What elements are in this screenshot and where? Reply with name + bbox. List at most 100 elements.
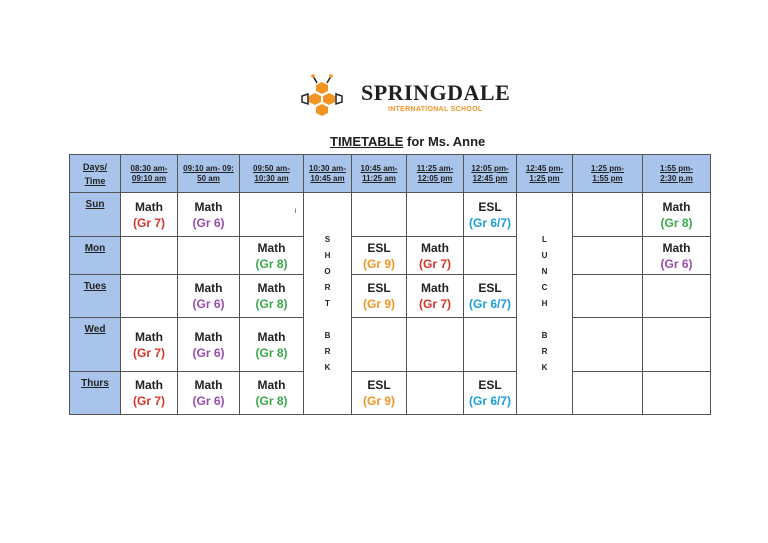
lesson-grade: (Gr 8) — [255, 297, 288, 311]
empty-cell — [642, 274, 711, 318]
lesson-cell: Math (Gr 7) — [406, 274, 464, 318]
time-line2: 10:45 am — [310, 173, 345, 183]
time-line1: 08:30 am- — [130, 163, 168, 173]
day-label: Sun — [69, 192, 121, 237]
time-line1: 10:45 am- — [360, 163, 398, 173]
break-letter — [304, 312, 351, 328]
break-letter: K — [324, 362, 331, 372]
lesson: Math (Gr 8) — [240, 240, 303, 272]
lesson-subject: Math — [257, 281, 286, 295]
empty-cell — [642, 317, 711, 372]
break-letter: L — [542, 234, 547, 244]
empty-cell — [463, 317, 517, 372]
lesson-grade: (Gr 6) — [192, 394, 225, 408]
time-line2: 12:05 pm — [417, 173, 453, 183]
lesson: Math (Gr 7) — [121, 329, 177, 361]
time-header: 09:10 am- 09: 50 am — [177, 154, 240, 193]
empty-cell — [572, 192, 643, 237]
bee-logo-icon — [301, 74, 343, 116]
lesson-subject: Math — [257, 240, 286, 255]
lesson-subject: ESL — [478, 281, 502, 295]
empty-cell — [572, 371, 643, 415]
lesson-grade: (Gr 7) — [132, 394, 165, 408]
lesson-cell: Math (Gr 7) — [120, 371, 178, 415]
time-line1: 12:45 pm- — [525, 163, 564, 173]
lesson-subject: Math — [257, 378, 286, 392]
break-letter: U — [541, 250, 548, 260]
time-header: 10:45 am- 11:25 am — [351, 154, 407, 193]
empty-cell — [351, 317, 407, 372]
day-row: Mon Math (Gr 8) ESL (Gr 9) Math (Gr 7) Math (Gr … — [69, 236, 711, 275]
empty-cell — [120, 274, 178, 318]
corner-line1: Days/ — [82, 161, 108, 172]
time-line1: 09:50 am- — [253, 163, 290, 173]
empty-cell — [406, 371, 464, 415]
time-line1: 10:30 am- — [309, 163, 346, 173]
lesson-cell: ESL (Gr 6/7) — [463, 371, 517, 415]
break-letter: B — [541, 330, 548, 340]
lesson-subject: Math — [135, 199, 163, 214]
time-line2: 11:25 am — [362, 173, 396, 183]
empty-cell — [572, 317, 643, 372]
lesson-cell: Math (Gr 6) — [177, 317, 240, 372]
time-line2: 12:45 pm — [472, 173, 508, 183]
break-letter: B — [324, 330, 331, 340]
break-letter: R — [324, 282, 331, 292]
empty-cell: ı — [239, 192, 304, 237]
time-line2: 09:10 am — [131, 173, 167, 183]
lesson-subject: ESL — [367, 378, 391, 392]
lesson: Math (Gr 7) — [121, 377, 177, 409]
break-letter: R — [324, 346, 331, 356]
lesson: Math (Gr 7) — [407, 240, 463, 272]
lesson-grade: (Gr 9) — [362, 297, 395, 311]
lesson-grade: (Gr 8) — [255, 345, 288, 360]
lesson-grade: (Gr 6/7) — [468, 215, 511, 230]
lesson: Math (Gr 7) — [121, 199, 177, 231]
empty-cell — [406, 317, 464, 372]
lesson-subject: ESL — [367, 281, 391, 295]
time-line2: 10:30 am — [254, 173, 289, 183]
lesson-subject: Math — [135, 378, 163, 392]
lesson-subject: ESL — [478, 378, 502, 392]
lesson-cell: ESL (Gr 9) — [351, 236, 407, 275]
lesson-subject: Math — [194, 281, 223, 295]
lesson: Math (Gr 6) — [178, 377, 239, 409]
lesson: Math (Gr 7) — [407, 280, 463, 312]
lesson-subject: Math — [194, 378, 223, 392]
day-row: Tues Math (Gr 6) Math (Gr 8) ESL (Gr 9) Math (Gr… — [69, 274, 711, 318]
lesson-cell: ESL (Gr 9) — [351, 274, 407, 318]
time-line2: 1:55 pm — [592, 173, 623, 183]
corner-line2: Time — [84, 175, 106, 186]
lesson-cell: Math (Gr 8) — [239, 274, 304, 318]
empty-cell — [463, 236, 517, 275]
break-letter — [517, 312, 572, 328]
lesson: Math (Gr 6) — [178, 329, 239, 361]
lesson-cell: Math (Gr 7) — [120, 192, 178, 237]
time-header: 12:45 pm- 1:25 pm — [516, 154, 573, 193]
lesson-grade: (Gr 6) — [660, 256, 693, 271]
break-letter: S — [324, 234, 331, 244]
lesson-grade: (Gr 6/7) — [468, 297, 511, 311]
lesson-grade: (Gr 7) — [418, 256, 451, 271]
lesson-subject: ESL — [367, 240, 391, 255]
time-line2: 50 am — [197, 173, 220, 183]
lesson-cell: Math (Gr 6) — [642, 236, 711, 275]
lesson: ESL (Gr 9) — [352, 377, 406, 409]
lesson-subject: Math — [194, 199, 223, 214]
lesson: ESL (Gr 9) — [352, 240, 406, 272]
lesson: Math (Gr 6) — [178, 199, 239, 231]
break-letter: C — [541, 282, 548, 292]
day-label: Wed — [69, 317, 121, 372]
break-letter: K — [541, 362, 548, 372]
lesson: Math (Gr 8) — [240, 377, 303, 409]
break-letter: H — [324, 250, 331, 260]
lesson-grade: (Gr 8) — [255, 394, 288, 408]
timetable: Days/Time 08:30 am- 09:10 am 09:10 am- 09… — [69, 154, 711, 415]
lesson-grade: (Gr 7) — [132, 345, 165, 360]
lesson-subject: Math — [662, 240, 691, 255]
lesson-cell: Math (Gr 6) — [177, 371, 240, 415]
time-line1: 1:25 pm- — [591, 163, 624, 173]
time-header: 08:30 am- 09:10 am — [120, 154, 178, 193]
